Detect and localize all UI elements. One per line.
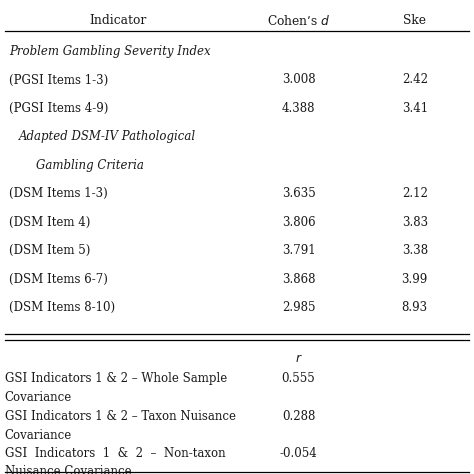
Text: Indicator: Indicator xyxy=(90,14,147,27)
Text: Cohen’s $d$: Cohen’s $d$ xyxy=(267,14,330,28)
Text: 3.868: 3.868 xyxy=(282,273,315,285)
Text: $r$: $r$ xyxy=(295,352,302,365)
Text: 3.83: 3.83 xyxy=(401,216,428,228)
Text: (DSM Items 8-10): (DSM Items 8-10) xyxy=(9,301,116,314)
Text: 3.38: 3.38 xyxy=(401,244,428,257)
Text: 2.42: 2.42 xyxy=(402,73,428,86)
Text: (DSM Items 6-7): (DSM Items 6-7) xyxy=(9,273,109,285)
Text: Covariance: Covariance xyxy=(5,391,72,404)
Text: 4.388: 4.388 xyxy=(282,102,315,115)
Text: -0.054: -0.054 xyxy=(280,447,318,459)
Text: 0.555: 0.555 xyxy=(282,372,316,385)
Text: 2.12: 2.12 xyxy=(402,187,428,200)
Text: (DSM Item 5): (DSM Item 5) xyxy=(9,244,91,257)
Text: 3.635: 3.635 xyxy=(282,187,316,200)
Text: (DSM Item 4): (DSM Item 4) xyxy=(9,216,91,228)
Text: (PGSI Items 1-3): (PGSI Items 1-3) xyxy=(9,73,109,86)
Text: Ske: Ske xyxy=(403,14,426,27)
Text: GSI Indicators 1 & 2 – Taxon Nuisance: GSI Indicators 1 & 2 – Taxon Nuisance xyxy=(5,410,236,423)
Text: 3.41: 3.41 xyxy=(401,102,428,115)
Text: Gambling Criteria: Gambling Criteria xyxy=(36,159,144,172)
Text: 3.806: 3.806 xyxy=(282,216,315,228)
Text: 0.288: 0.288 xyxy=(282,410,315,423)
Text: Adapted DSM-IV Pathological: Adapted DSM-IV Pathological xyxy=(19,130,196,143)
Text: GSI  Indicators  1  &  2  –  Non-taxon: GSI Indicators 1 & 2 – Non-taxon xyxy=(5,447,225,459)
Text: 2.985: 2.985 xyxy=(282,301,315,314)
Text: 3.008: 3.008 xyxy=(282,73,315,86)
Text: Nuisance Covariance: Nuisance Covariance xyxy=(5,465,131,474)
Text: 3.791: 3.791 xyxy=(282,244,315,257)
Text: Problem Gambling Severity Index: Problem Gambling Severity Index xyxy=(9,45,211,58)
Text: GSI Indicators 1 & 2 – Whole Sample: GSI Indicators 1 & 2 – Whole Sample xyxy=(5,372,227,385)
Text: 3.99: 3.99 xyxy=(401,273,428,285)
Text: (PGSI Items 4-9): (PGSI Items 4-9) xyxy=(9,102,109,115)
Text: (DSM Items 1-3): (DSM Items 1-3) xyxy=(9,187,108,200)
Text: Covariance: Covariance xyxy=(5,429,72,442)
Text: 8.93: 8.93 xyxy=(401,301,428,314)
